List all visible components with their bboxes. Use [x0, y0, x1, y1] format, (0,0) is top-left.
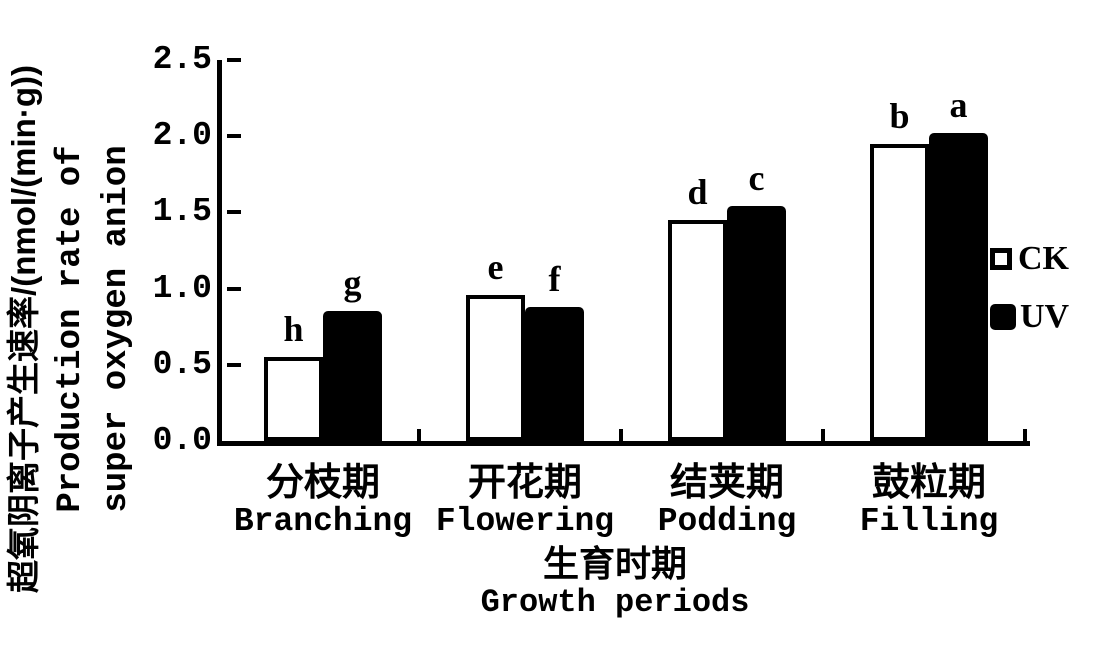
bar-uv-filling: [929, 133, 988, 441]
legend: CK UV: [990, 242, 1069, 334]
bar-uv-branching: [323, 311, 382, 441]
legend-label-uv: UV: [1020, 298, 1070, 335]
legend-item-ck: CK: [990, 242, 1069, 276]
sig-letter-e: e: [487, 246, 504, 287]
category-label-en: Podding: [657, 503, 797, 540]
bar-uv-flowering: [525, 306, 584, 441]
bar-uv-podding: [727, 206, 786, 441]
x-axis-title: 生育时期 Growth periods: [481, 543, 750, 621]
category-label-en: Filling: [859, 503, 999, 540]
y-tick-label: 1.0: [152, 269, 212, 307]
category-label-zh: 鼓粒期: [871, 462, 986, 504]
legend-label-ck: CK: [1018, 240, 1069, 277]
y-tick-label: 0.5: [152, 345, 212, 383]
category-label-en: Flowering: [435, 503, 615, 540]
sig-letter-g: g: [343, 263, 362, 304]
y-axis-title-en-line2: super oxygen anion: [98, 144, 136, 513]
ck-swatch-icon: [990, 248, 1012, 270]
x-tick: [821, 429, 825, 441]
sig-letter-h: h: [283, 309, 304, 350]
sig-letter-f: f: [548, 258, 561, 299]
category-label-branching: 分枝期 Branching: [234, 462, 412, 540]
legend-item-uv: UV: [990, 300, 1069, 334]
y-tick-label: 2.0: [152, 117, 212, 155]
y-tick: [227, 286, 241, 291]
y-tick-label: 0.0: [152, 422, 212, 459]
plot-area: [217, 58, 1030, 446]
x-tick: [1023, 429, 1027, 441]
sig-letter-a: a: [949, 85, 968, 126]
y-tick: [227, 362, 241, 367]
y-axis-title-zh: 超氧阴离子产生速率/(nmol/(min·g)): [5, 64, 42, 593]
sig-letter-c: c: [748, 158, 765, 199]
sig-letter-b: b: [889, 95, 910, 136]
bar-ck-podding: [668, 220, 727, 441]
y-axis-title-en-line1: Production rate of: [52, 144, 90, 513]
y-tick-label: 2.5: [152, 41, 212, 78]
uv-swatch-icon: [990, 304, 1016, 330]
category-label-zh: 开花期: [467, 462, 583, 504]
category-label-zh: 结荚期: [669, 462, 784, 504]
y-tick: [227, 210, 241, 215]
sig-letter-d: d: [687, 172, 708, 213]
x-axis-title-zh: 生育时期: [542, 543, 687, 584]
category-label-en: Branching: [233, 503, 413, 540]
x-tick: [619, 429, 623, 441]
x-axis-title-en: Growth periods: [480, 584, 750, 621]
bar-ck-filling: [870, 143, 929, 441]
y-axis-title: 超氧阴离子产生速率/(nmol/(min·g)) Production rate…: [0, 0, 152, 657]
category-label-filling: 鼓粒期 Filling: [860, 462, 999, 540]
bar-ck-flowering: [466, 294, 525, 441]
category-label-podding: 结荚期 Podding: [658, 462, 797, 540]
category-label-flowering: 开花期 Flowering: [436, 462, 614, 540]
y-tick-label: 1.5: [152, 193, 212, 231]
y-tick: [227, 58, 241, 62]
category-label-zh: 分枝期: [265, 462, 381, 504]
bar-ck-branching: [264, 357, 323, 441]
x-tick: [417, 429, 421, 441]
y-tick: [227, 134, 241, 139]
